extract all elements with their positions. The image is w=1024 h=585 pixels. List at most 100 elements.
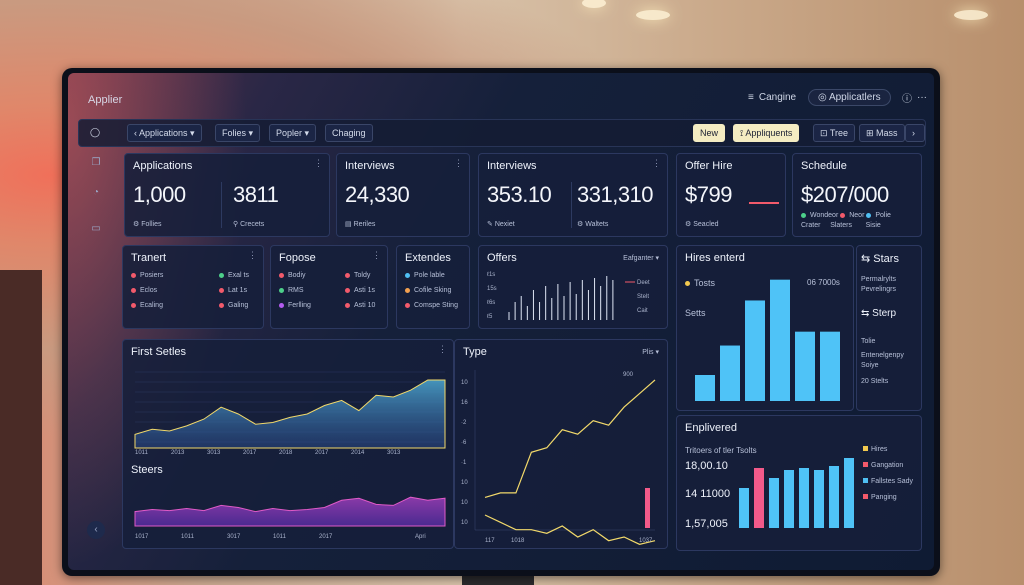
list-item: Pole lable [405, 272, 445, 279]
legend-item: Gangation [863, 462, 903, 469]
folder-icon[interactable]: ▭ [91, 223, 101, 234]
x-tick-label: 1037 [639, 538, 653, 544]
y-tick-label: 900 [623, 372, 634, 378]
status-dot-icon [131, 287, 136, 293]
fopose-card: Fopose ⋮ Bodiy Toldy RMS Asti 1s Ferlling Ast… [270, 245, 388, 329]
card-title: Offer Hire [685, 160, 733, 172]
kpi-value: $799 [685, 182, 732, 207]
stars-text: 20 Stelts [861, 378, 889, 385]
x-tick-label: 2017 [315, 450, 329, 456]
appliquents-button[interactable]: ⟟ Appliquents [733, 124, 800, 142]
kpi-value: 24,330 [345, 182, 410, 207]
chevron-right-button[interactable]: › [905, 124, 925, 142]
stars-card: ⇆ Stars Permalrylts Pevrelingrs ⇆ Sterp … [856, 245, 922, 411]
x-tick-label: 2017 [243, 450, 257, 456]
x-tick-label: 3017 [227, 534, 241, 540]
engine-label: Cangine [758, 91, 797, 103]
toolbar-chaging[interactable]: Chaging [325, 124, 373, 142]
legend-swatch-icon [863, 494, 868, 499]
more-icon[interactable]: ⋮ [314, 158, 323, 168]
toolbar: ◯ ‹ Applications ▾ Folies ▾ Popler ▾ Cha… [78, 119, 926, 147]
card-title: Tranert [131, 252, 167, 264]
interviews-card-2: Interviews ⋮ 353.10 331,310 ✎ Nexiet ⚙ W… [478, 153, 668, 237]
status-dot-icon [405, 272, 410, 278]
more-icon[interactable]: ⋮ [454, 158, 463, 168]
engine-menu[interactable]: ≡ Cangine [748, 87, 796, 107]
legend-label: Cait [637, 308, 648, 314]
divider [221, 182, 222, 228]
toolbar-applications[interactable]: ‹ Applications ▾ [127, 124, 202, 142]
more-icon[interactable]: ⋮ [248, 250, 257, 260]
more-icon[interactable]: ⋮ [438, 344, 447, 354]
copy-icon[interactable]: ❐ [91, 157, 101, 168]
type-line-chart: 10 16 ·2 ·6 ·1 10 10 10 900 117 1018 1037 [461, 370, 656, 545]
enplivered-value: 1,57,005 [685, 518, 728, 530]
legend-swatch-icon [863, 478, 868, 483]
type-card: Type Plis ▾ 10 16·2·6·1 10 10 10 900 117 1018 10… [454, 339, 668, 549]
type-series-line-lower [484, 514, 656, 545]
x-tick-label: 2014 [351, 450, 365, 456]
y-tick-label: ℓ6s [487, 299, 495, 306]
status-dot-icon [405, 287, 410, 293]
new-button[interactable]: New [693, 124, 726, 142]
stars-text: Pevrelingrs [861, 286, 897, 293]
tree-button[interactable]: ⊡ Tree [813, 124, 856, 142]
status-dot-icon [345, 287, 350, 293]
more-icon[interactable]: ⋮ [652, 158, 661, 168]
list-item: Comspe Sting [405, 302, 458, 309]
info-icon: ⓘ [902, 93, 912, 105]
y-tick-label: 10 [461, 500, 468, 506]
mass-button[interactable]: ⊞ Mass [859, 124, 905, 142]
applications-pill[interactable]: ◎ Applicatlers [808, 87, 891, 107]
stars-text: Tolie [861, 338, 876, 345]
enplivered-bar-chart [739, 458, 854, 528]
kpi-value: 1,000 [133, 182, 186, 207]
list-item: Asti 10 [345, 302, 375, 309]
enplivered-bar [769, 478, 779, 528]
x-tick-label: 1011 [181, 534, 195, 540]
x-tick-label: 3013 [207, 450, 221, 456]
kpi-caption: ⚙ Waltets [577, 221, 609, 228]
schedule-legend: Wondeor Neor Polie [801, 212, 891, 219]
time-icon[interactable]: ◔ [92, 187, 100, 198]
status-dot-icon [279, 302, 284, 308]
circle-logo-icon[interactable]: ◯ [89, 127, 101, 137]
list-item: Eclos [131, 287, 157, 294]
ceiling-light [636, 10, 670, 20]
more-icon[interactable]: ⋮ [372, 250, 381, 260]
first-series-card: First Setles ⋮ Steers 1011 2013 3013 2017 20… [122, 339, 454, 549]
applications-pill-label: Applicatlers [828, 91, 881, 103]
x-tick-label: 1017 [135, 534, 149, 540]
y-tick-label: ℓ5 [487, 313, 493, 320]
hires-bar [745, 300, 765, 401]
grid-icon: ⊞ [866, 128, 877, 138]
enplivered-bar [784, 470, 794, 528]
tranert-card: Tranert ⋮ Posiers Exal ts Eclos Lat 1s Ecali… [122, 245, 264, 329]
overflow-menu-label: ··· [917, 91, 927, 103]
hires-value: 06 7000s [807, 278, 840, 287]
offers-filter-dropdown[interactable]: Eafganter ▾ [623, 255, 659, 262]
offer-hire-card: Offer Hire $799 ⚙ Seacled [676, 153, 786, 237]
list-item: Cofile Sking [405, 287, 451, 294]
overflow-menu-button[interactable]: ⓘ ··· [902, 87, 927, 107]
kpi-caption: ⚙ Seacled [685, 221, 719, 228]
y-tick-label: ·2 [461, 420, 467, 426]
kpi-value: $207/000 [801, 182, 889, 207]
enplivered-bar [799, 468, 809, 528]
x-tick-label: 2013 [171, 450, 185, 456]
toolbar-folies[interactable]: Folies ▾ [215, 124, 261, 142]
card-title: Interviews [345, 160, 395, 172]
stars-text: Soiye [861, 362, 879, 369]
toolbar-applications-label: Applications ▾ [139, 128, 195, 138]
kpi-value: 3811 [233, 182, 279, 207]
kpi-caption: ⚲ Crecets [233, 221, 265, 228]
enplivered-card: Enplivered Tritoers of tler Tsolts 18,00… [676, 415, 922, 551]
kpi-value: 331,310 [577, 182, 654, 207]
stars-text: Permalrylts [861, 276, 897, 283]
legend-item: Fallstes Sady [863, 478, 913, 485]
collapse-sidebar-icon[interactable]: ‹ [87, 521, 105, 539]
type-filter-dropdown[interactable]: Plis ▾ [642, 349, 659, 356]
list-item: Asti 1s [345, 287, 375, 294]
toolbar-popler[interactable]: Popler ▾ [269, 124, 317, 142]
kpi-caption: ⚙ Follies [133, 221, 162, 228]
